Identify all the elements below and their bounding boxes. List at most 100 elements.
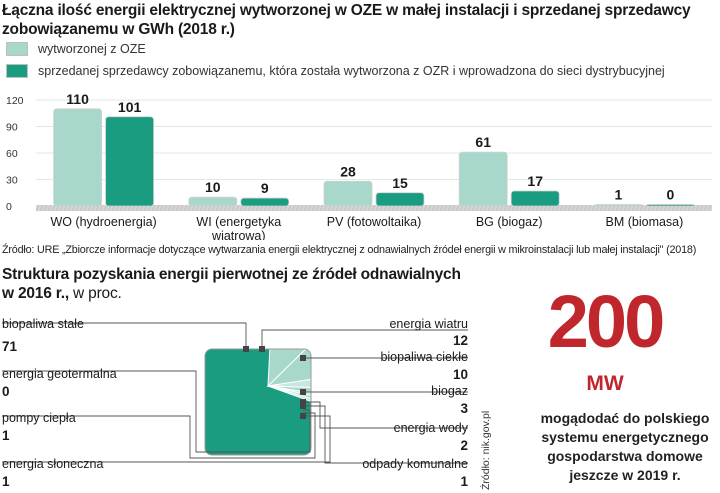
pie-chart-title: Struktura pozyskania energii pierwotnej … [2,265,502,303]
x-axis-hatch [695,204,700,212]
x-axis-hatch [427,204,432,212]
x-axis-hatch [567,204,572,212]
x-axis-hatch [439,204,444,212]
x-axis-hatch [431,204,436,212]
bar-produced-4 [594,204,643,207]
pie-label-energia-sloneczna: energia słoneczna [2,457,104,471]
x-axis-hatch [39,204,44,212]
bar-produced-0 [53,108,102,207]
pie-label-pompy-ciepla: pompy ciepła [2,411,76,425]
x-axis-hatch [443,204,448,212]
x-axis-hatch [35,204,40,212]
bar-value-label: 10 [205,179,221,195]
bar-value-label: 110 [66,91,89,107]
bar-produced-1 [188,196,238,207]
pie-label-biopaliwa-ciekle: biopaliwa ciekłe [380,350,468,364]
x-axis-hatch [451,204,456,212]
x-axis-hatch [699,204,704,212]
bar-value-label: 61 [475,134,491,150]
x-axis-hatch [435,204,440,212]
x-axis-hatch [639,204,644,212]
pie-value-pompy-ciepla: 1 [2,428,10,443]
x-axis-hatch [151,204,156,212]
category-label: PV (fotowoltaika) [327,215,421,229]
pie-label-biogaz: biogaz [431,384,468,398]
leader-biopaliwa-stale [2,322,247,349]
x-axis-hatch [179,204,184,212]
pie-label-biopaliwa-stale: biopaliwa stałe [2,317,84,331]
leader-energia-geotermalna [2,370,311,453]
bar-sold-2 [375,192,425,207]
x-axis-hatch [315,204,320,212]
x-axis-hatch [299,204,304,212]
leader-marker [259,346,265,352]
bar-sold-1 [240,197,290,207]
x-axis-hatch [587,204,592,212]
x-axis-hatch [583,204,588,212]
bar-value-label: 17 [527,173,543,189]
y-tick-label: 60 [6,148,18,160]
x-axis-hatch [575,204,580,212]
bar-sold-0 [105,116,154,207]
x-axis-hatch [579,204,584,212]
x-axis-hatch [43,204,48,212]
highlight-unit: MW [586,372,624,395]
pie-label-energia-wody: energia wody [393,421,468,435]
bar-sold-3 [510,190,560,207]
pie-value-odpady-komunalne: 1 [460,474,468,489]
x-axis-hatch [183,204,188,212]
x-axis-hatch [171,204,176,212]
leader-energia-wiatru [261,329,468,349]
leader-marker [243,346,249,352]
highlight-note: mogądodać do polskiego systemu energetyc… [540,410,710,483]
x-axis-hatch [571,204,576,212]
pie-value-energia-geotermalna: 0 [2,384,10,399]
x-axis-hatch [155,204,160,212]
pie-title-text: Struktura pozyskania energii pierwotnej … [2,266,461,283]
leader-pompy-ciepla [2,412,316,459]
legend-item-sold: sprzedanej sprzedawcy zobowiązanemu, któ… [6,62,665,79]
x-axis-hatch [455,204,460,212]
x-axis-hatch [563,204,568,212]
legend-swatch-dark [6,63,28,78]
pie-label-odpady-komunalne: odpady komunalne [362,457,468,471]
leader-marker [300,399,306,405]
x-axis-hatch [591,204,596,212]
bar-value-label: 15 [392,175,408,191]
pie-value-energia-sloneczna: 1 [2,474,10,489]
x-axis-hatch [163,204,168,212]
highlight-value: 200 [547,280,665,363]
legend-swatch-light [6,41,28,56]
x-axis-hatch [295,204,300,212]
y-tick-label: 120 [6,95,24,107]
x-axis-hatch [555,204,560,212]
bar-value-label: 0 [667,187,675,203]
bar-produced-3 [458,151,508,207]
x-axis-hatch [311,204,316,212]
category-label: BG (biogaz) [476,215,543,229]
x-axis-hatch [703,204,708,212]
x-axis-hatch [51,204,56,212]
category-label: BM (biomasa) [606,215,684,229]
category-label: WI (energetyka [196,215,281,229]
x-axis-hatch [371,204,376,212]
legend-label: sprzedanej sprzedawcy zobowiązanemu, któ… [38,63,665,78]
x-axis-hatch [99,204,104,212]
leader-marker [300,413,306,419]
leader-energia-sloneczna [2,415,331,463]
pie-value-energia-wiatru: 12 [452,333,468,348]
bar-value-label: 28 [340,163,356,179]
y-tick-label: 90 [6,122,18,134]
leader-energia-wody [303,401,468,429]
x-axis-hatch [507,204,512,212]
pie-value-energia-wody: 2 [460,438,468,453]
y-tick-label: 0 [6,201,12,213]
pie-source: Źródło: nik.gov.pl [480,410,492,490]
x-axis-hatch [707,204,712,212]
category-label: WO (hydroenergia) [50,215,156,229]
x-axis-hatch [175,204,180,212]
x-axis-hatch [235,204,240,212]
x-axis-hatch [643,204,648,212]
